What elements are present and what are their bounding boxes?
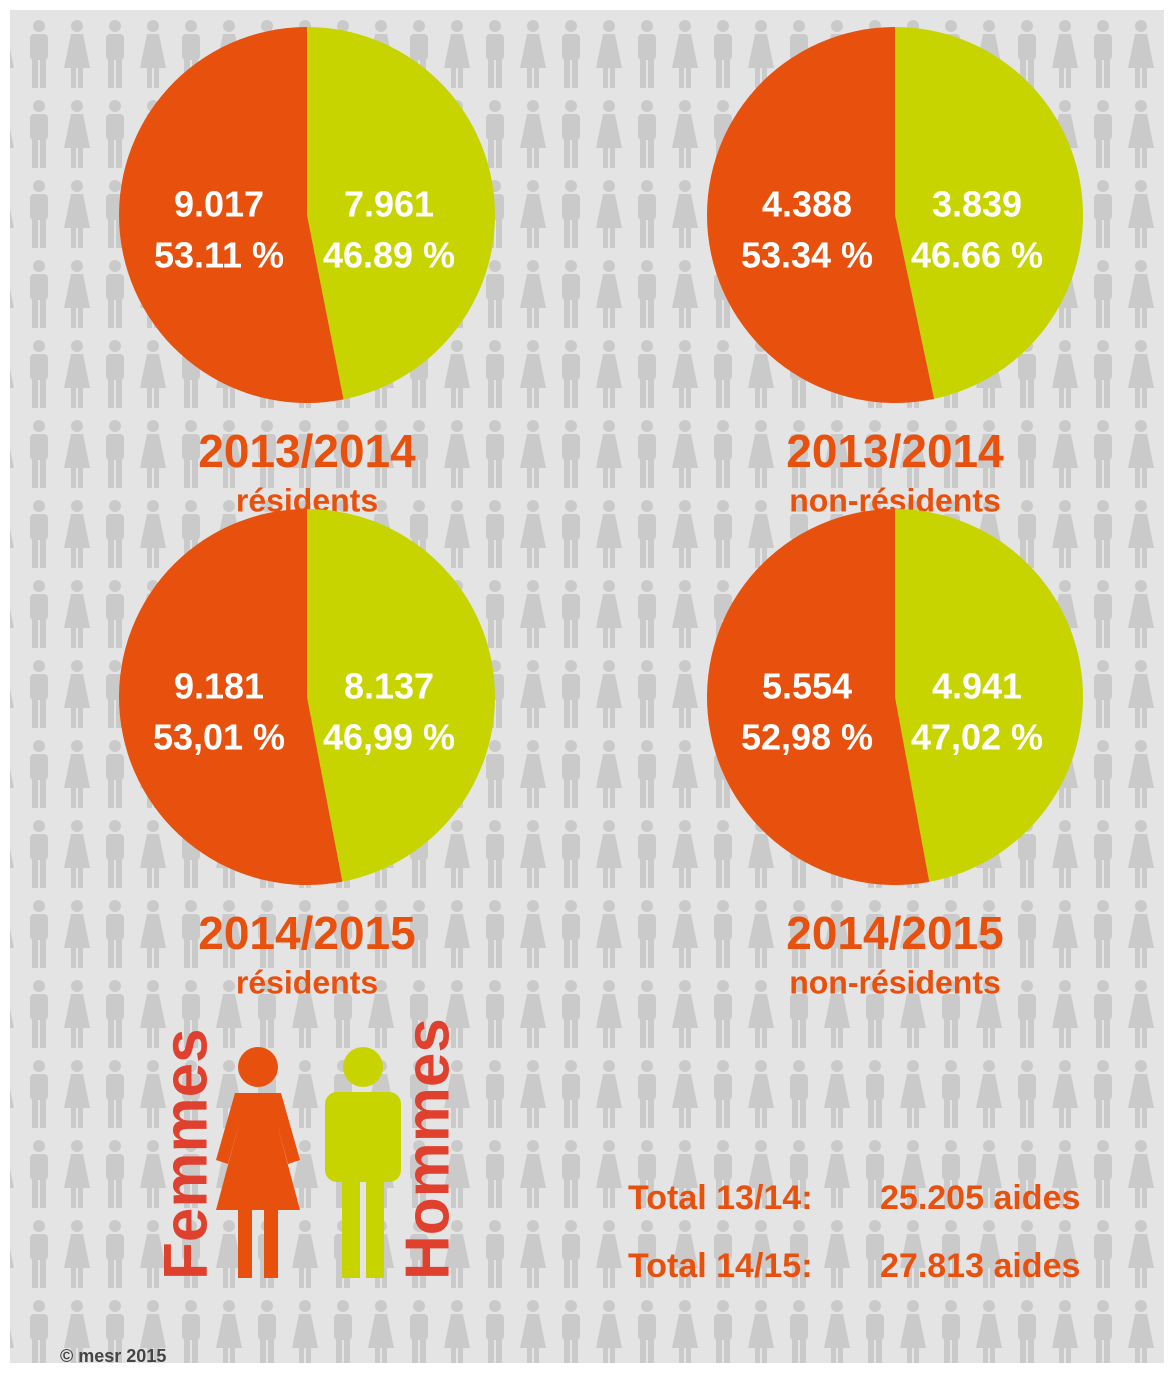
chart-subtitle: non-résidents xyxy=(789,964,1001,1000)
percent-label: 53.34 % xyxy=(741,235,873,276)
value-label: 4.388 xyxy=(762,184,852,225)
percent-label: 47,02 % xyxy=(911,717,1043,758)
total-amount: 27.813 aides xyxy=(880,1247,1080,1285)
percent-label: 52,98 % xyxy=(741,717,873,758)
percent-label: 53,01 % xyxy=(153,717,285,758)
total-label: Total 14/15: xyxy=(628,1247,813,1285)
total-amount: 25.205 aides xyxy=(880,1179,1080,1217)
percent-label: 53.11 % xyxy=(154,235,284,276)
value-label: 7.961 xyxy=(344,184,434,225)
value-label: 9.017 xyxy=(174,184,264,225)
value-label: 5.554 xyxy=(762,666,852,707)
chart-title: 2014/2015 xyxy=(198,907,415,959)
percent-label: 46.66 % xyxy=(911,235,1043,276)
value-label: 8.137 xyxy=(344,666,434,707)
legend-label: Femmes xyxy=(151,1028,220,1280)
infographic: © mesr 2015 9.017 53.11 % 7.961 46.89 % 2013… xyxy=(0,0,1174,1373)
man-figure xyxy=(366,1170,384,1278)
man-figure xyxy=(325,1092,401,1182)
chart-title: 2013/2014 xyxy=(786,425,1004,477)
value-label: 4.941 xyxy=(932,666,1022,707)
man-figure xyxy=(343,1047,383,1087)
legend-label: Hommes xyxy=(393,1018,462,1280)
woman-figure xyxy=(238,1208,252,1278)
value-label: 9.181 xyxy=(174,666,264,707)
percent-label: 46.89 % xyxy=(323,235,455,276)
woman-figure xyxy=(264,1208,278,1278)
chart-title: 2014/2015 xyxy=(786,907,1003,959)
percent-label: 46,99 % xyxy=(323,717,455,758)
chart-subtitle: résidents xyxy=(236,964,378,1000)
total-label: Total 13/14: xyxy=(628,1179,813,1217)
woman-figure xyxy=(238,1047,278,1087)
footer: © mesr 2015 xyxy=(60,1346,166,1366)
value-label: 3.839 xyxy=(932,184,1022,225)
page: © mesr 2015 9.017 53.11 % 7.961 46.89 % 2013… xyxy=(0,0,1174,1373)
chart-title: 2013/2014 xyxy=(198,425,416,477)
man-figure xyxy=(342,1170,360,1278)
